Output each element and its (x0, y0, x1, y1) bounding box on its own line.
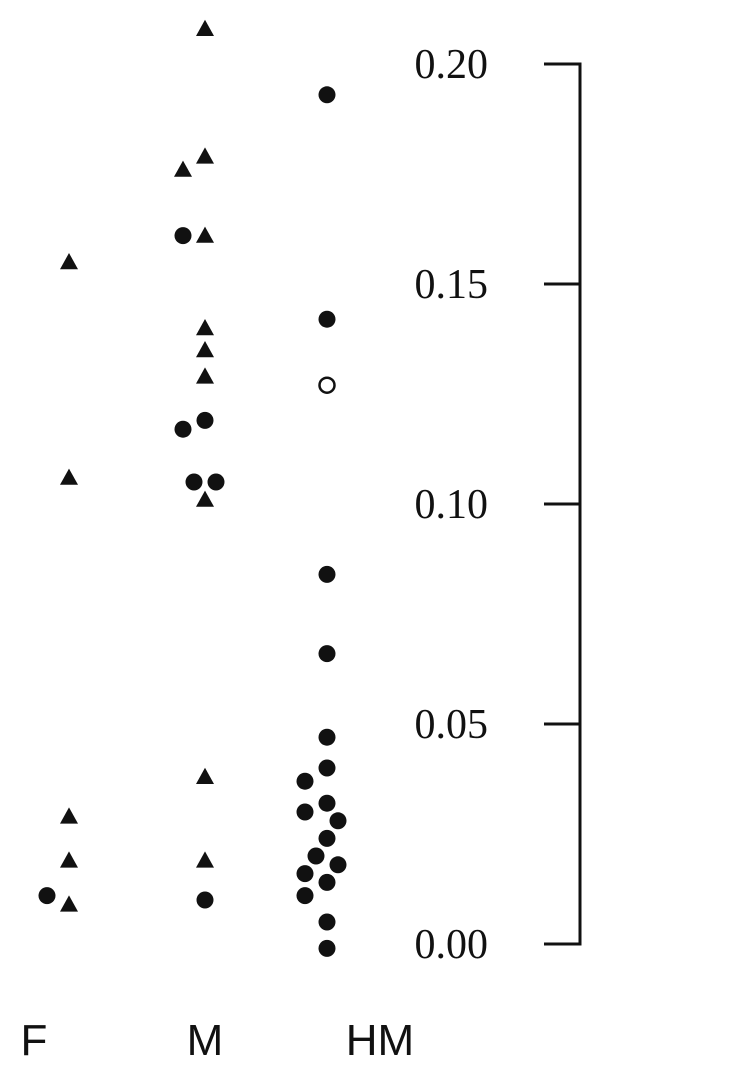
triangle-point (196, 319, 214, 336)
circle-point (296, 772, 314, 790)
open-circle-point (318, 376, 336, 394)
circle-point (38, 887, 56, 905)
y-tick-label: 0.10 (415, 482, 489, 528)
triangle-point (196, 226, 214, 243)
circle-point (296, 803, 314, 821)
triangle-point (60, 253, 78, 270)
data-points (38, 19, 347, 957)
circle-point (318, 86, 336, 104)
circle-point (296, 865, 314, 883)
circle-point (318, 939, 336, 957)
circle-point (185, 473, 203, 491)
triangle-point (196, 490, 214, 507)
triangle-point (60, 468, 78, 485)
triangle-point (196, 767, 214, 784)
circle-point (207, 473, 225, 491)
circle-point (318, 565, 336, 583)
circle-point (296, 887, 314, 905)
circle-point (318, 913, 336, 931)
circle-point (329, 856, 347, 874)
y-tick-labels: 0.00 0.05 0.10 0.15 0.20 (415, 42, 489, 968)
circle-point (318, 873, 336, 891)
circle-point (307, 847, 325, 865)
triangle-point (196, 19, 214, 36)
circle-point (318, 829, 336, 847)
y-tick-label: 0.05 (415, 702, 489, 748)
circle-point (318, 728, 336, 746)
triangle-point (196, 147, 214, 164)
triangle-point (60, 895, 78, 912)
circle-point (318, 310, 336, 328)
circle-point (318, 759, 336, 777)
category-labels: F M HM (21, 1016, 415, 1065)
circle-point (196, 891, 214, 909)
circle-point (318, 645, 336, 663)
triangle-point (174, 160, 192, 177)
category-label: HM (346, 1016, 414, 1065)
y-tick-label: 0.20 (415, 42, 489, 88)
circle-point (196, 411, 214, 429)
category-label: M (187, 1016, 224, 1065)
category-label: F (21, 1016, 48, 1065)
triangle-point (196, 367, 214, 384)
y-axis (544, 62, 582, 946)
circle-point (174, 420, 192, 438)
circle-point (318, 794, 336, 812)
triangle-point (196, 341, 214, 358)
y-tick-label: 0.00 (415, 922, 489, 968)
triangle-point (60, 851, 78, 868)
triangle-point (60, 807, 78, 824)
circle-point (329, 812, 347, 830)
triangle-point (196, 851, 214, 868)
y-tick-label: 0.15 (415, 262, 489, 308)
circle-point (174, 227, 192, 245)
